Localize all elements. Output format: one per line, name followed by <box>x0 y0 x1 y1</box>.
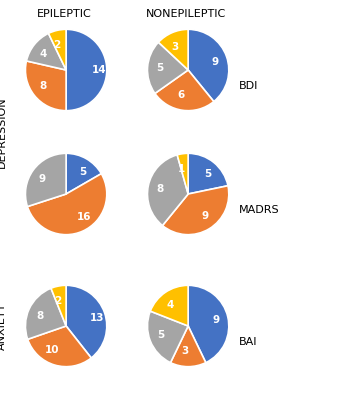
Legend: minimal, mild, moderate, severe: minimal, mild, moderate, severe <box>253 300 321 348</box>
Text: 5: 5 <box>204 170 211 180</box>
Text: 9: 9 <box>39 174 46 184</box>
Legend: normal, mild, moderate, severe: normal, mild, moderate, severe <box>253 168 321 216</box>
Text: ANXIETY: ANXIETY <box>0 302 7 350</box>
Wedge shape <box>48 29 66 70</box>
Wedge shape <box>25 153 66 206</box>
Legend: minimal, mild, moderate, severe: minimal, mild, moderate, severe <box>253 44 321 92</box>
Wedge shape <box>188 29 229 102</box>
Wedge shape <box>26 33 66 70</box>
Text: 5: 5 <box>156 63 163 73</box>
Text: 2: 2 <box>53 40 60 50</box>
Wedge shape <box>147 155 188 226</box>
Text: DEPRESSION: DEPRESSION <box>0 96 7 168</box>
Text: 4: 4 <box>39 49 46 59</box>
Text: 10: 10 <box>44 345 59 355</box>
Wedge shape <box>66 153 101 194</box>
Text: 5: 5 <box>157 330 165 340</box>
Text: 8: 8 <box>36 310 43 320</box>
Text: 9: 9 <box>212 56 219 66</box>
Wedge shape <box>155 70 214 111</box>
Text: 3: 3 <box>181 346 188 356</box>
Wedge shape <box>25 288 66 339</box>
Text: 5: 5 <box>79 167 86 177</box>
Wedge shape <box>28 326 91 367</box>
Text: 4: 4 <box>166 300 174 310</box>
Text: 9: 9 <box>213 315 220 325</box>
Text: NONEPILEPTIC: NONEPILEPTIC <box>146 9 226 19</box>
Wedge shape <box>25 61 66 111</box>
Wedge shape <box>27 174 107 235</box>
Text: BDI: BDI <box>239 81 258 91</box>
Wedge shape <box>51 285 66 326</box>
Wedge shape <box>177 153 188 194</box>
Text: 13: 13 <box>90 313 104 323</box>
Text: 16: 16 <box>76 212 91 222</box>
Text: 8: 8 <box>39 81 46 91</box>
Wedge shape <box>171 326 206 367</box>
Text: 8: 8 <box>156 184 163 194</box>
Wedge shape <box>158 29 188 70</box>
Text: 9: 9 <box>201 210 208 220</box>
Wedge shape <box>188 153 228 194</box>
Wedge shape <box>188 285 229 363</box>
Text: 6: 6 <box>177 90 185 100</box>
Text: EPILEPTIC: EPILEPTIC <box>37 9 92 19</box>
Wedge shape <box>162 186 229 235</box>
Wedge shape <box>147 311 188 363</box>
Text: 1: 1 <box>177 164 185 174</box>
Text: MADRS: MADRS <box>239 205 280 214</box>
Text: 3: 3 <box>171 42 178 52</box>
Wedge shape <box>147 42 188 94</box>
Wedge shape <box>66 285 107 358</box>
Text: 2: 2 <box>54 296 61 306</box>
Text: BAI: BAI <box>239 337 258 346</box>
Wedge shape <box>150 285 188 326</box>
Text: 14: 14 <box>91 65 106 75</box>
Wedge shape <box>66 29 107 111</box>
